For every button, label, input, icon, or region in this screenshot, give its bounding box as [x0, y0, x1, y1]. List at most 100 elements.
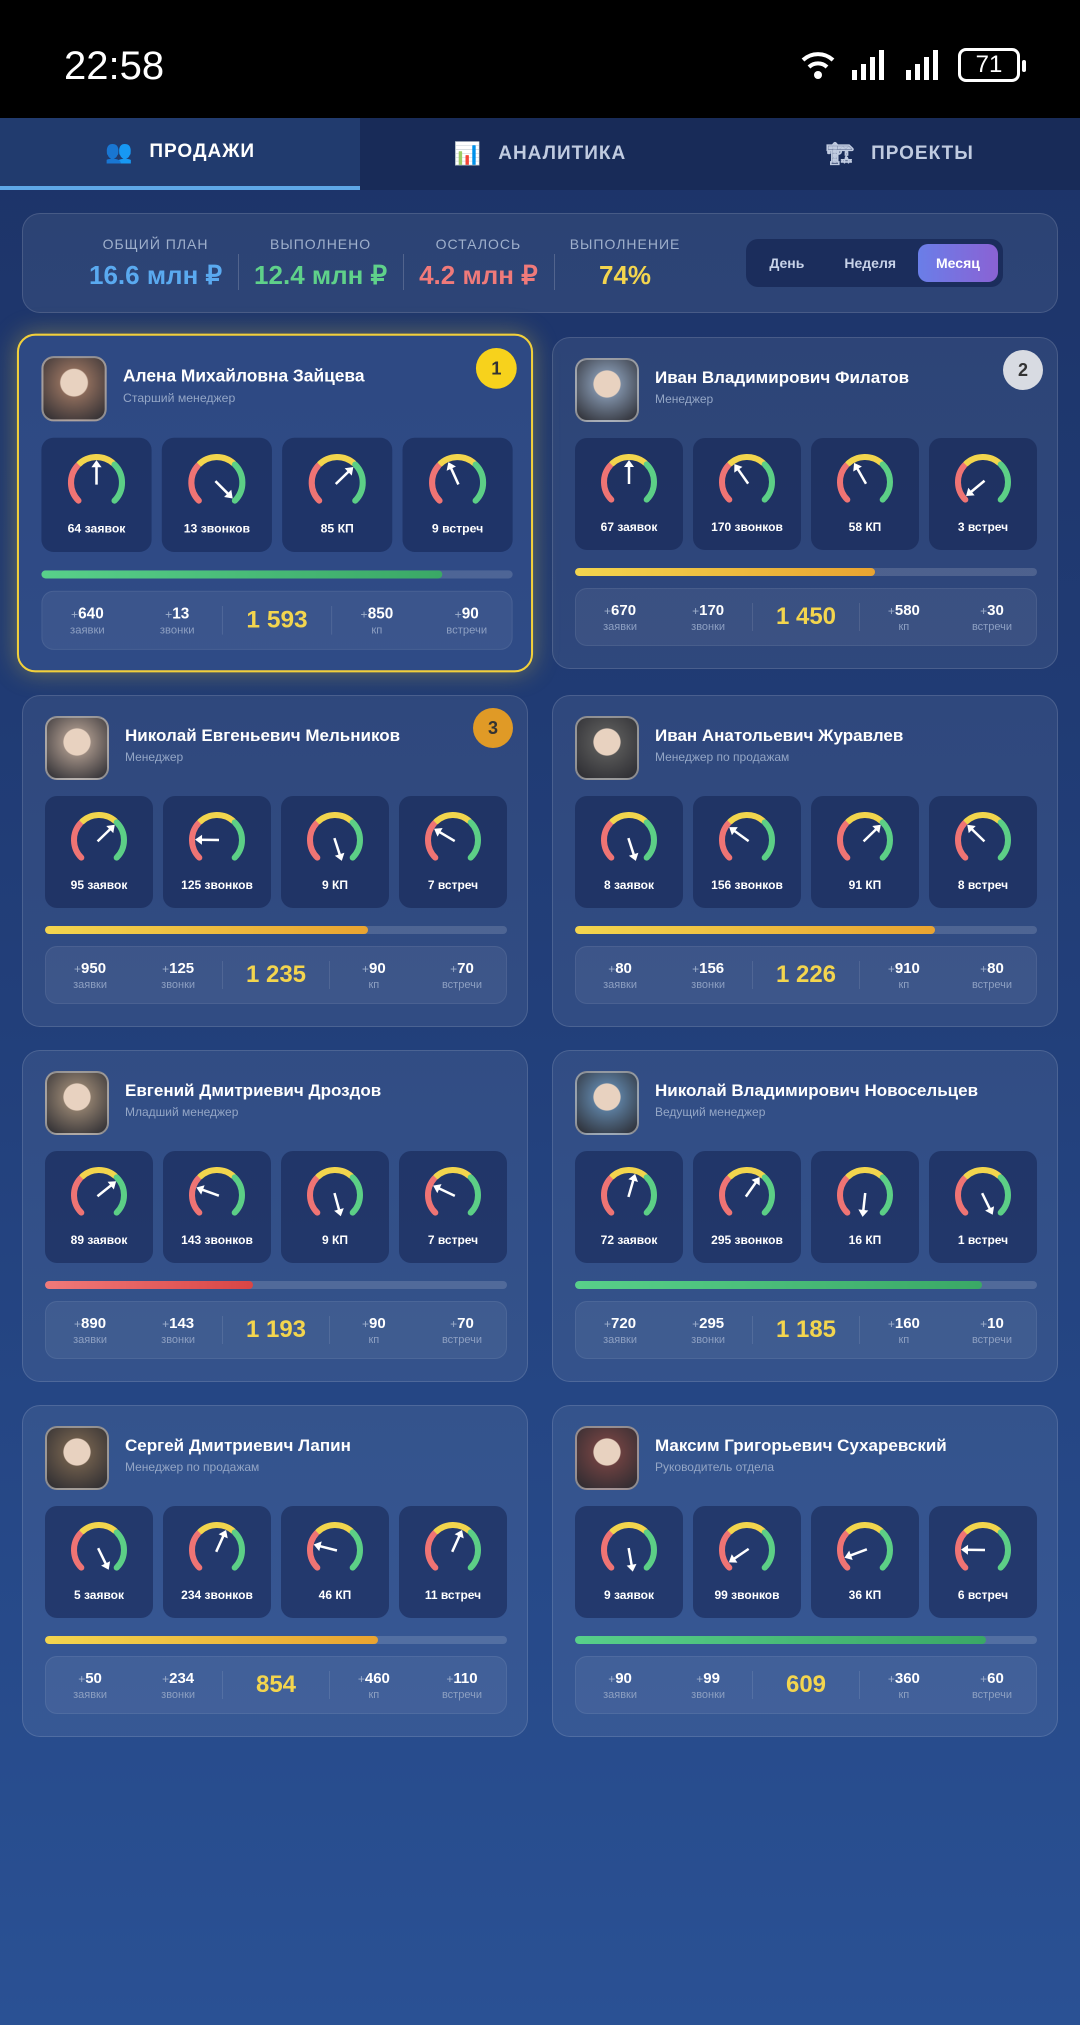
stat-label: кп	[371, 623, 383, 637]
stat-встречи: +10 встречи	[948, 1315, 1036, 1346]
progress-bar	[575, 1281, 1037, 1289]
gauge-label: 9 встреч	[431, 521, 484, 536]
gauge-needle	[862, 824, 881, 843]
gauge-label: 156 звонков	[711, 878, 783, 892]
gauge-tile: 11 встреч	[399, 1506, 507, 1618]
stat-label: кп	[898, 620, 910, 633]
gauge-tile: 8 заявок	[575, 796, 683, 908]
gauge-tile: 46 КП	[281, 1506, 389, 1618]
stat-label: звонки	[161, 1688, 196, 1701]
gauge-label: 99 звонков	[714, 1588, 780, 1602]
stat-value: 60	[987, 1669, 1004, 1687]
gauge-icon	[837, 1167, 893, 1217]
gauge-label: 46 КП	[318, 1588, 352, 1602]
avatar	[45, 716, 109, 780]
gauge-tile: 13 звонков	[161, 437, 272, 552]
manager-card[interactable]: Иван Владимирович Филатов Менеджер 2 67 з…	[552, 337, 1058, 669]
stat-встречи: +80 встречи	[948, 960, 1036, 991]
gauge-label: 91 КП	[848, 878, 882, 892]
manager-card[interactable]: Иван Анатольевич Журавлев Менеджер по пр…	[552, 695, 1058, 1027]
stat-кп: +160 кп	[860, 1315, 948, 1346]
gauge-label: 5 заявок	[73, 1588, 125, 1602]
stat-value: 90	[461, 604, 479, 622]
stat-value: 234	[169, 1669, 195, 1687]
stat-кп: +850 кп	[332, 604, 422, 636]
period-month-button[interactable]: Месяц	[918, 244, 998, 282]
gauge-needle	[96, 1181, 117, 1198]
manager-card[interactable]: Николай Евгеньевич Мельников Менеджер 3 9…	[22, 695, 528, 1027]
progress-fill	[575, 568, 876, 576]
progress-bar	[45, 926, 507, 934]
stat-label: заявки	[73, 1688, 107, 1701]
manager-card[interactable]: Сергей Дмитриевич Лапин Менеджер по прод…	[22, 1405, 528, 1737]
signal-icon-2	[906, 50, 938, 80]
stat-value: 850	[367, 604, 394, 622]
stat-value: 90	[369, 959, 386, 977]
stat-label: встречи	[971, 620, 1012, 633]
gauge-needle	[744, 1177, 760, 1198]
stat-value: 80	[987, 959, 1004, 977]
progress-fill	[45, 926, 369, 934]
gauge-tile: 5 заявок	[45, 1506, 153, 1618]
gauge-label: 125 звонков	[181, 878, 253, 892]
gauge-label: 13 звонков	[183, 521, 251, 536]
gauge-needle	[313, 1541, 338, 1552]
rank-badge: 2	[1003, 350, 1043, 390]
stat-value: 99	[703, 1669, 720, 1687]
manager-card[interactable]: Николай Владимирович Новосельцев Ведущий…	[552, 1050, 1058, 1382]
gauge-tile: 36 КП	[811, 1506, 919, 1618]
progress-bar	[41, 570, 513, 579]
stat-звонки: +170 звонки	[664, 602, 752, 633]
gauge-tile: 9 КП	[281, 1151, 389, 1263]
stat-label: встречи	[446, 623, 488, 637]
gauge-icon	[601, 454, 657, 503]
gauge-label: 7 встреч	[427, 878, 479, 892]
stat-value: 295	[699, 1314, 725, 1332]
stat-value: 160	[894, 1314, 920, 1332]
gauge-needle	[729, 827, 750, 843]
summary-label: ОСТАЛОСЬ	[435, 235, 522, 252]
stat-value: 143	[169, 1314, 195, 1332]
tab-sales[interactable]: 👥 ПРОДАЖИ	[0, 118, 360, 190]
avatar	[575, 1071, 639, 1135]
total-score: 1 226	[752, 961, 860, 989]
gauge-needle	[433, 1184, 456, 1197]
gauge-needle	[627, 837, 639, 861]
total-score: 609	[752, 1671, 860, 1699]
battery-icon: 71	[958, 48, 1026, 82]
manager-card[interactable]: Максим Григорьевич Сухаревский Руководит…	[552, 1405, 1058, 1737]
gauge-needle	[96, 824, 115, 843]
gauge-icon	[189, 812, 245, 861]
manager-card[interactable]: Алена Михайловна Зайцева Старший менедже…	[16, 333, 534, 673]
gauge-icon	[601, 1167, 657, 1216]
gauge-tile: 9 встреч	[402, 437, 513, 552]
tab-label: ПРОЕКТЫ	[871, 143, 974, 164]
gauge-tile: 99 звонков	[693, 1506, 801, 1618]
gauge-tile: 3 встреч	[929, 438, 1037, 550]
manager-role: Менеджер по продажам	[655, 750, 790, 764]
gauge-needle	[195, 834, 220, 845]
avatar	[575, 358, 639, 422]
stat-заявки: +950 заявки	[46, 960, 134, 991]
tab-label: АНАЛИТИКА	[498, 143, 627, 164]
period-week-button[interactable]: Неделя	[844, 255, 897, 271]
stat-кп: +360 кп	[860, 1670, 948, 1701]
signal-icon	[852, 50, 884, 80]
summary-left: ОСТАЛОСЬ 4.2 млн ₽	[403, 236, 554, 291]
avatar	[575, 1426, 639, 1490]
tab-projects[interactable]: 🏗 ПРОЕКТЫ	[720, 118, 1080, 190]
period-day-button[interactable]: День	[769, 255, 805, 271]
gauge-needle	[196, 1185, 220, 1197]
tab-analytics[interactable]: 📊 АНАЛИТИКА	[360, 118, 720, 190]
manager-card[interactable]: Евгений Дмитриевич Дроздов Младший менед…	[22, 1050, 528, 1382]
gauge-icon	[67, 454, 126, 504]
gauge-needle	[96, 1547, 111, 1570]
gauge-label: 58 КП	[848, 520, 882, 534]
gauge-icon	[189, 1167, 245, 1216]
stat-label: звонки	[691, 1333, 726, 1346]
stats-row: +670 заявки +170 звонки 1 450 +580 кп +30 встреч…	[575, 588, 1037, 646]
gauge-needle	[728, 1547, 750, 1563]
stat-label: звонки	[691, 978, 726, 991]
gauge-tile: 9 заявок	[575, 1506, 683, 1618]
gauges: 9 заявок 99 звонков 36 КП 6 встреч	[575, 1506, 1037, 1618]
